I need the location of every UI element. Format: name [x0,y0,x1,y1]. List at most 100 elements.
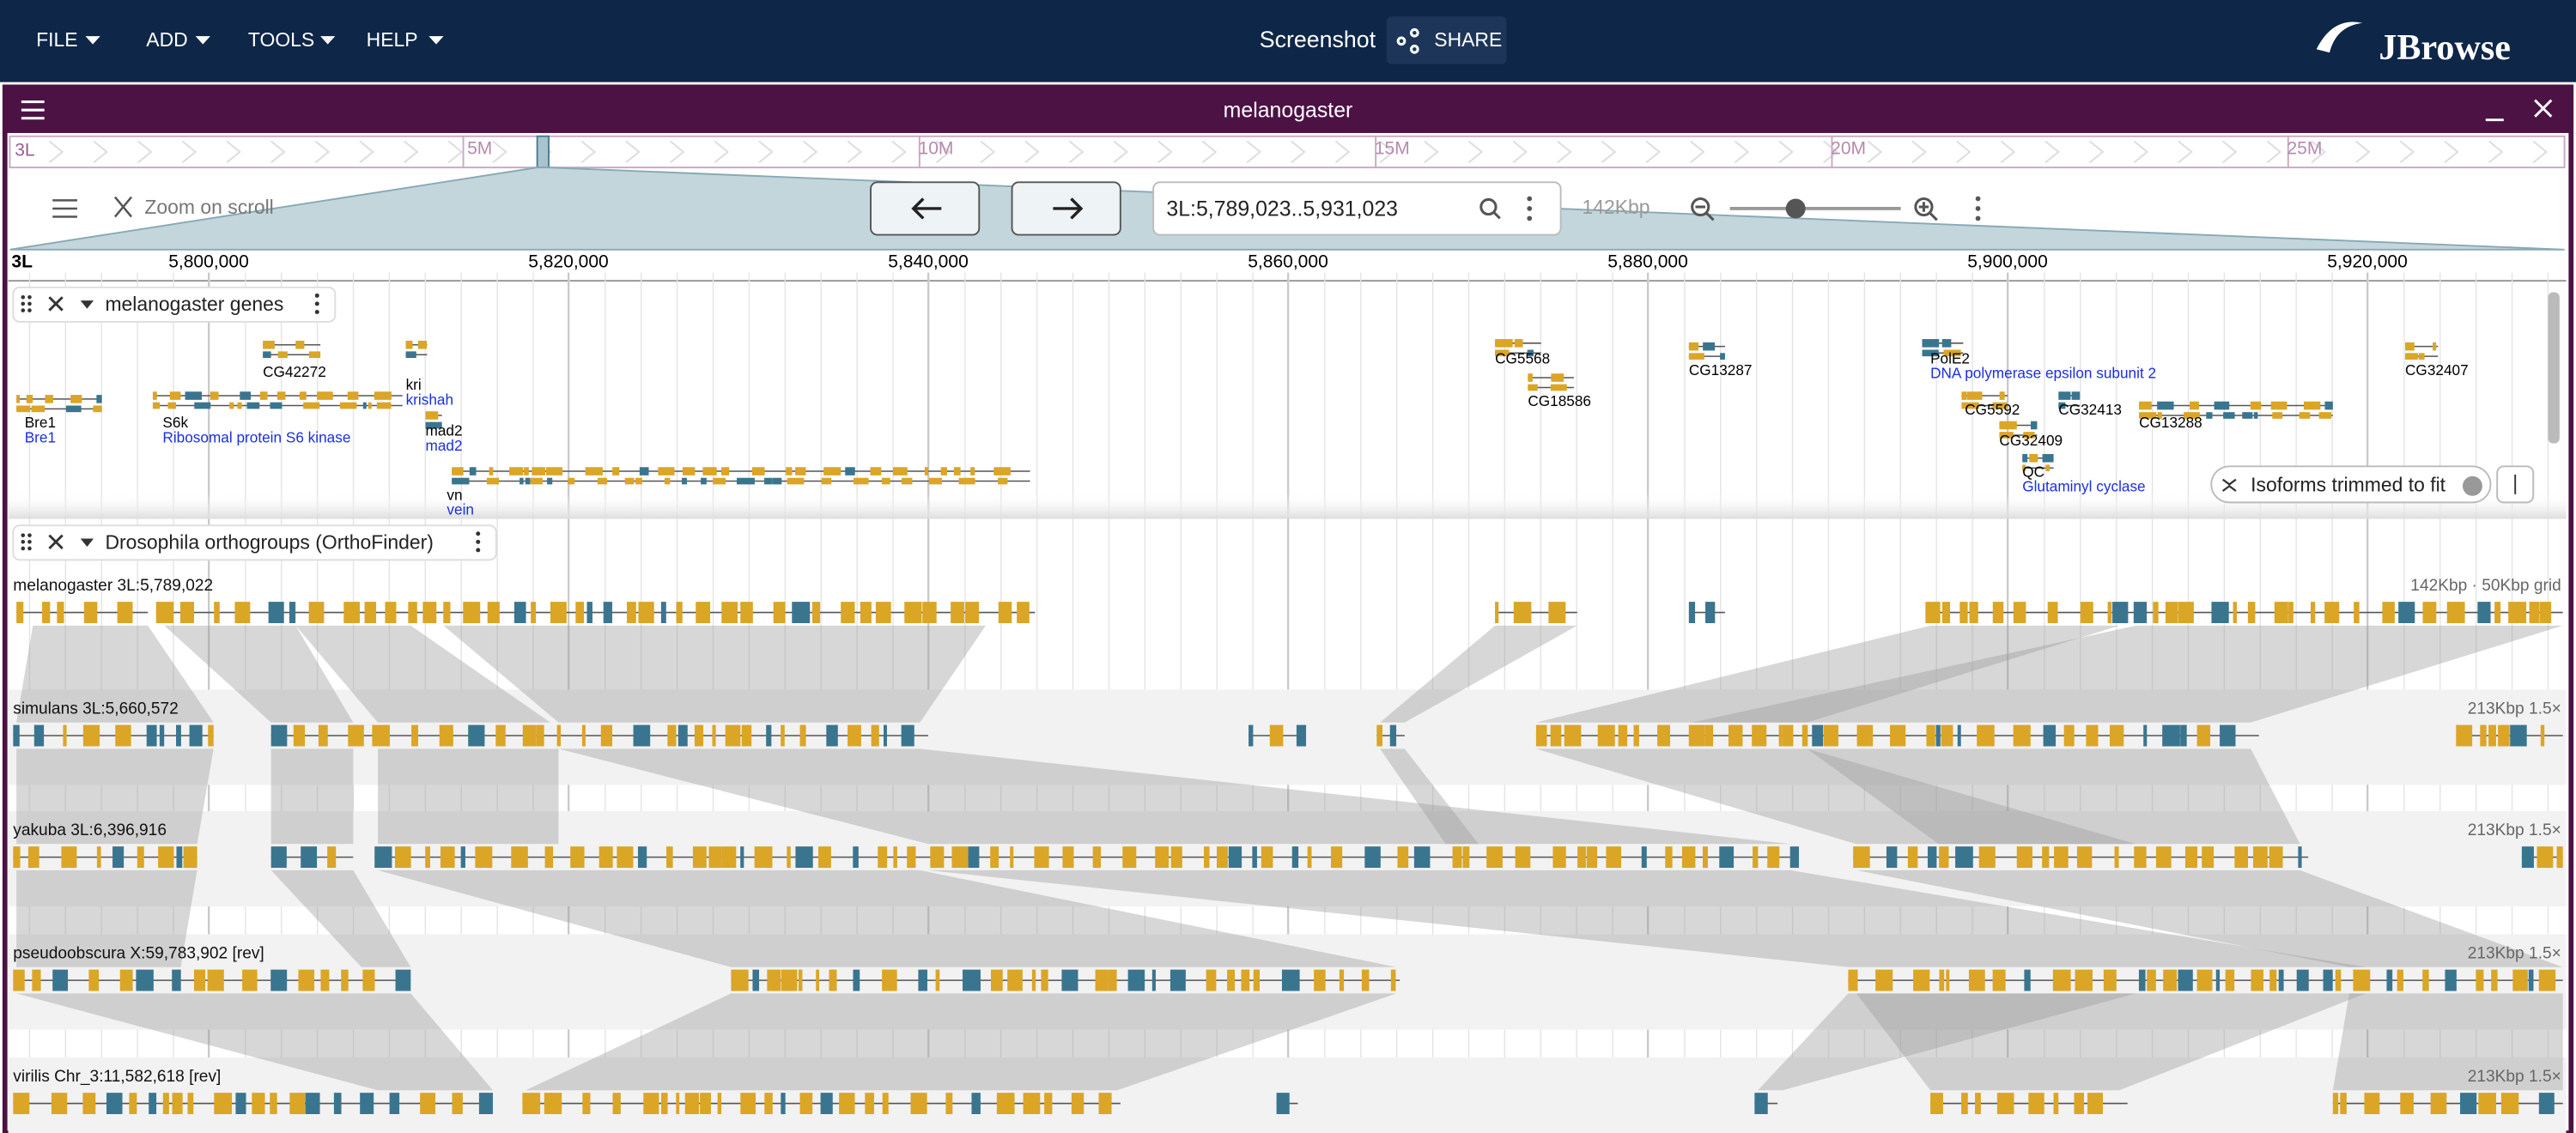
exon [439,724,453,747]
exon [2202,846,2215,869]
exon [13,1093,30,1114]
utr [2445,969,2457,991]
gene-name: PolE2 [1930,350,1970,367]
exon [1939,969,1945,991]
exon [167,402,176,409]
utr [677,724,688,747]
track-label-box[interactable] [12,286,337,323]
exon [953,467,961,476]
notice-chip[interactable] [2210,465,2492,504]
zoom-slider-thumb[interactable] [1785,198,1806,219]
exon [208,724,214,747]
exon [1528,384,1538,391]
utr [853,969,860,991]
exon [725,724,741,747]
exon [2303,401,2321,410]
synteny-ribbon [1380,625,1577,723]
exon [1495,339,1513,348]
view-menu-icon[interactable] [21,100,45,120]
zoom-in-button[interactable] [1914,197,1938,221]
zoom-on-scroll[interactable]: Zoom on scroll [144,196,273,218]
exon [1535,724,1547,747]
menu-item[interactable]: FILE [36,28,77,51]
gene-name: mad2 [426,422,463,439]
exon [2016,846,2032,869]
ruler-tick-label: 5,800,000 [168,252,249,272]
session-name[interactable]: Screenshot [1260,27,1376,52]
exon [1206,969,1217,991]
zoom-out-button[interactable] [1691,197,1715,221]
utr [2324,401,2333,410]
chevron [1645,140,1661,164]
utr [2215,969,2221,991]
utr [1228,846,1242,869]
row-label: melanogaster 3L:5,789,022 [13,577,213,595]
synteny-ribbon [295,625,550,723]
exon [841,602,855,623]
utr [268,602,284,623]
exon [600,724,613,747]
exon [1339,969,1345,991]
chevron [2488,140,2504,164]
overview-tick-label: 5M [467,139,492,159]
exon [970,467,975,476]
utr [901,724,914,747]
gene-name: CG5592 [1965,401,2020,418]
synteny-ribbon [1758,993,2136,1091]
exon [318,724,328,747]
location-menu-icon[interactable] [1527,196,1533,221]
overview-region[interactable] [536,135,550,169]
share-label[interactable]: SHARE [1434,28,1502,51]
chevron [1601,140,1617,164]
exon [598,846,613,869]
utr [189,724,203,747]
list-icon[interactable] [52,199,77,218]
exon [179,602,195,623]
menu-item[interactable]: HELP [367,28,418,51]
exon [293,724,306,747]
close-track-buttons[interactable] [48,296,64,549]
exon [2022,464,2026,472]
track-menu-buttons[interactable] [314,293,481,553]
track-label-box[interactable] [12,524,497,561]
exon [951,846,969,869]
exon [1253,969,1261,991]
exon [2494,602,2501,623]
chevron [1379,140,1394,164]
exon [1946,969,1950,991]
exon [2157,412,2162,419]
ruler-tick-label: 5,900,000 [1967,252,2048,272]
track-name: Drosophila orthogroups (OrthoFinder) [105,530,433,553]
exon [624,477,635,485]
exon [2028,1093,2044,1114]
exon [1513,602,1532,623]
search-icon[interactable] [1479,197,1501,220]
exon [45,395,53,403]
menu-item[interactable]: ADD [146,28,187,51]
view-options-icon[interactable] [1975,196,1981,221]
menu-item[interactable]: TOOLS [248,28,314,51]
chevron [1467,140,1484,164]
chevron [404,140,419,164]
exon [129,1093,137,1114]
exon [721,467,730,476]
utr [389,1093,400,1114]
exon [1959,602,1968,623]
zoom-scroll-icon[interactable] [113,196,133,218]
locstring[interactable]: 3L:5,789,023..5,931,023 [1166,197,1398,221]
notice-dismiss[interactable] [2462,476,2482,496]
drag-handles[interactable] [21,294,32,551]
exon [486,477,500,485]
exon [343,602,361,623]
track-collapse-buttons[interactable] [80,300,94,548]
chevron [1823,140,1838,164]
exon [320,969,330,991]
exon [2054,846,2069,869]
location-input[interactable] [1152,181,1562,236]
exon [1092,846,1102,869]
utr [362,402,367,409]
exon [1688,724,1705,747]
scrollbar[interactable] [2548,292,2560,444]
exon [70,395,82,403]
close-view-button[interactable] [2534,99,2553,118]
